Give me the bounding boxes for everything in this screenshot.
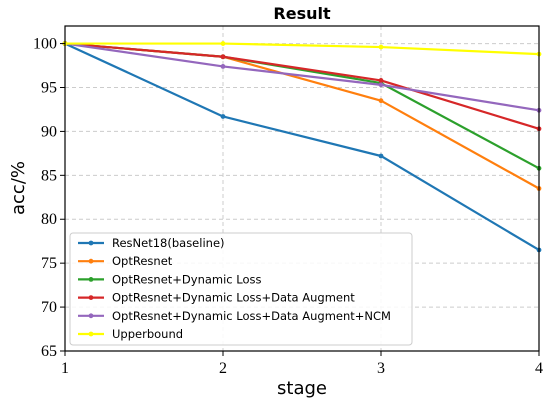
y-tick-label: 75 xyxy=(41,255,57,272)
series-line-6 xyxy=(65,42,540,56)
data-point xyxy=(220,114,226,119)
axis-ticks: 1 2 3 4 65 70 75 80 85 90 95 100 xyxy=(33,36,543,377)
legend-box xyxy=(69,232,413,346)
series-line-2 xyxy=(64,42,540,190)
y-tick-label: 65 xyxy=(41,343,57,360)
chart-title: Result xyxy=(273,4,331,23)
data-point xyxy=(378,82,384,88)
data-point xyxy=(220,41,226,46)
y-tick-label: 70 xyxy=(41,299,57,316)
y-tick-label: 80 xyxy=(41,211,57,228)
x-tick-label: 1 xyxy=(61,360,69,377)
legend-marker xyxy=(88,277,94,282)
legend-marker xyxy=(88,331,94,337)
legend-marker xyxy=(88,240,94,246)
data-point xyxy=(378,44,384,50)
legend-label: OptResnet+Dynamic Loss+Data Augment+NCM xyxy=(112,309,391,323)
legend-marker xyxy=(88,295,94,300)
legend-marker xyxy=(88,258,94,264)
legend-label: Upperbound xyxy=(112,327,183,341)
series-line-1 xyxy=(64,42,540,251)
x-tick-label: 4 xyxy=(535,360,543,377)
data-point xyxy=(378,78,384,83)
x-axis-title: stage xyxy=(277,378,327,399)
series-lines xyxy=(62,41,542,253)
legend-label: OptResnet+Dynamic Loss xyxy=(112,272,262,286)
y-tick-label: 100 xyxy=(33,36,57,53)
data-point xyxy=(220,54,226,60)
y-tick-label: 90 xyxy=(41,123,57,140)
legend-label: ResNet18(baseline) xyxy=(112,236,225,250)
y-tick-label: 85 xyxy=(41,167,57,184)
y-tick-label: 95 xyxy=(41,79,57,96)
series-line-5 xyxy=(64,42,540,112)
x-tick-label: 2 xyxy=(219,360,227,377)
data-point xyxy=(378,98,384,104)
y-axis-title: acc/% xyxy=(8,161,29,215)
legend-label: OptResnet xyxy=(112,254,173,268)
legend: ResNet18(baseline) OptResnet OptResnet+Dyn… xyxy=(69,232,413,346)
x-tick-label: 3 xyxy=(377,360,385,377)
data-point xyxy=(220,64,226,69)
plot-frame xyxy=(64,25,540,352)
legend-label: OptResnet+Dynamic Loss+Data Augment xyxy=(112,291,355,305)
data-point xyxy=(378,153,384,159)
legend-marker xyxy=(88,313,94,319)
series-line-4 xyxy=(64,42,540,130)
